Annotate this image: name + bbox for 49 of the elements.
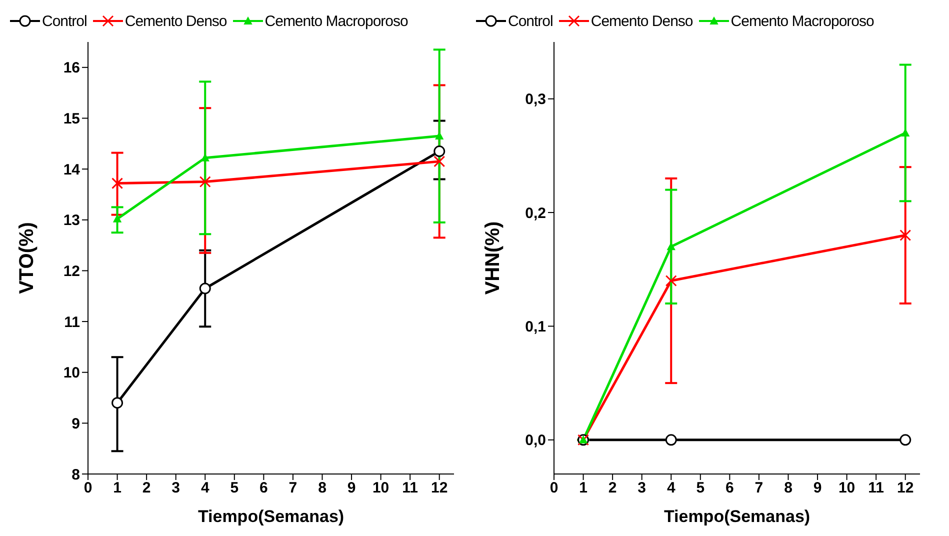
x-tick-label: 0: [84, 480, 92, 497]
legend-label: Cemento Macroporoso: [730, 12, 874, 30]
y-axis-title: VHN(%): [482, 221, 504, 295]
y-tick-label: 0,2: [525, 204, 546, 222]
x-tick-label: 0: [550, 480, 558, 497]
x-tick-label: 8: [784, 480, 792, 497]
x-tick-label: 6: [726, 480, 734, 497]
y-tick-label: 9: [72, 416, 80, 432]
legend-label: Cemento Macroporoso: [264, 12, 408, 30]
x-tick-label: 12: [431, 480, 448, 497]
y-tick-label: 13: [63, 212, 80, 230]
x-tick-label: 1: [113, 480, 122, 497]
x-tick-label: 4: [200, 480, 210, 497]
x-tick-label: 9: [347, 480, 356, 497]
x-tick-label: 10: [838, 480, 856, 497]
y-axis-title: VTO(%): [16, 222, 38, 294]
x-tick-label: 2: [608, 480, 617, 497]
legend-label: Control: [42, 12, 87, 30]
y-tick-label: 0,1: [525, 318, 546, 336]
x-tick-label: 7: [754, 480, 764, 497]
y-tick-label: 8: [72, 466, 80, 484]
x-tick-label: 1: [579, 480, 588, 497]
x-tick-label: 4: [666, 480, 676, 497]
y-tick-label: 15: [63, 110, 80, 128]
x-tick-label: 11: [402, 480, 418, 497]
x-tick-label: 11: [868, 480, 884, 497]
x-tick-label: 5: [230, 480, 239, 497]
y-tick-label: 16: [63, 60, 80, 77]
legend-label: Control: [508, 12, 553, 30]
x-tick-label: 5: [696, 480, 705, 497]
x-tick-label: 2: [142, 480, 151, 497]
x-tick-label: 6: [260, 480, 268, 497]
x-tick-label: 3: [638, 480, 646, 497]
y-tick-label: 11: [64, 314, 80, 331]
x-axis-title: Tiempo(Semanas): [664, 507, 810, 526]
y-tick-label: 12: [63, 263, 80, 280]
x-axis-title: Tiempo(Semanas): [198, 507, 344, 526]
x-tick-label: 7: [288, 480, 298, 497]
legend-label: Cemento Denso: [124, 12, 227, 30]
x-tick-label: 8: [318, 480, 326, 497]
x-tick-label: 3: [172, 480, 180, 497]
y-tick-label: 10: [63, 364, 80, 382]
x-tick-label: 12: [897, 480, 914, 497]
y-tick-label: 14: [63, 161, 81, 178]
x-tick-label: 9: [813, 480, 822, 497]
x-tick-label: 10: [372, 480, 390, 497]
legend-label: Cemento Denso: [590, 12, 693, 30]
y-tick-label: 0,0: [525, 432, 546, 450]
y-tick-label: 0,3: [525, 91, 546, 108]
